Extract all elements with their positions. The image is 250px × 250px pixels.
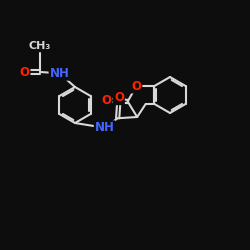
Text: O: O <box>132 80 141 92</box>
Text: O: O <box>102 94 112 107</box>
Text: NH: NH <box>95 121 114 134</box>
Text: NH: NH <box>50 67 70 80</box>
Text: CH₃: CH₃ <box>29 41 51 51</box>
Text: O: O <box>114 91 124 104</box>
Text: O: O <box>20 66 30 78</box>
